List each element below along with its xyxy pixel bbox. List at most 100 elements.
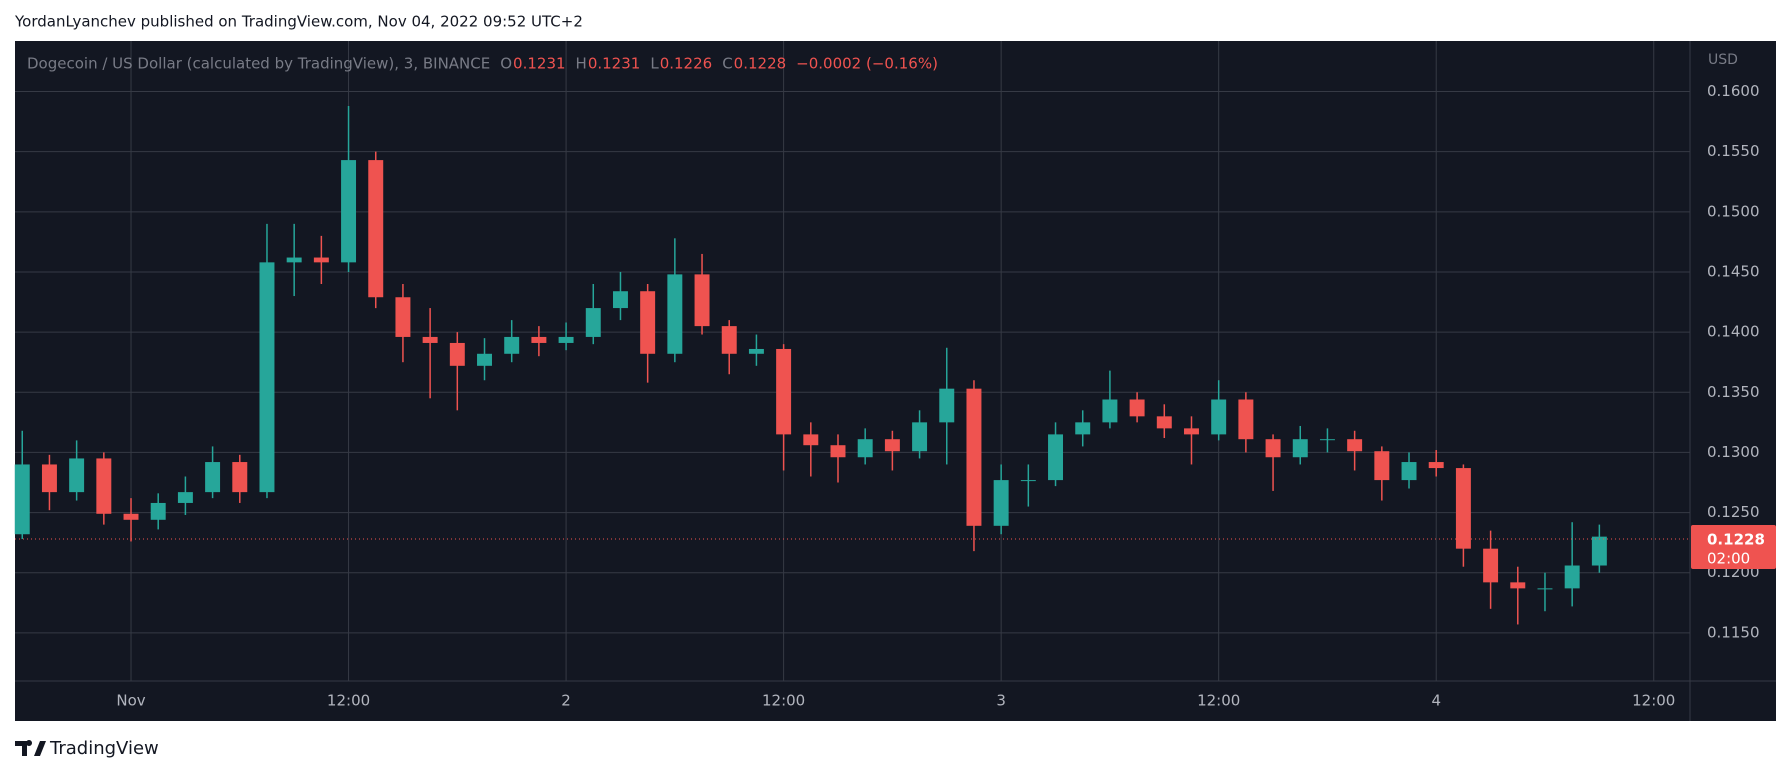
axes: 0.11500.12000.12500.13000.13500.14000.14… (116, 82, 1776, 710)
logo-icon (15, 740, 46, 756)
candle-body (96, 458, 112, 514)
candle-body (912, 422, 928, 452)
last-price-box (1691, 525, 1776, 570)
candle-body (232, 462, 248, 493)
candle-body (368, 160, 384, 298)
candle-body (1102, 399, 1118, 423)
plot (14, 105, 1690, 625)
candle-body (1184, 428, 1199, 435)
candle-body (884, 439, 900, 452)
candle-body (857, 439, 873, 458)
candle-body (1048, 434, 1064, 481)
candle-body (966, 388, 982, 526)
candle-body (612, 291, 628, 309)
candle-body (803, 434, 819, 446)
candle-body (1020, 480, 1036, 482)
candle-body (1319, 439, 1335, 441)
candle-body (748, 348, 764, 354)
y-tick-label: 0.1150 (1707, 623, 1760, 641)
legend: Dogecoin / US Dollar (calculated by Trad… (27, 55, 938, 73)
candle-body (721, 326, 737, 354)
candle-body (585, 308, 601, 337)
x-tick-label: 12:00 (1197, 692, 1240, 710)
ohlc-value: 0.1226 (660, 55, 713, 73)
x-tick-label: 12:00 (1632, 692, 1675, 710)
candle-body (14, 464, 30, 535)
y-tick-label: 0.1350 (1707, 383, 1760, 401)
candle-body (449, 342, 465, 366)
candle-body (41, 464, 57, 493)
chart-panel (15, 41, 1776, 721)
candle-body (667, 274, 683, 354)
y-tick-label: 0.1250 (1707, 503, 1760, 521)
grid (15, 41, 1690, 681)
candle-body (531, 336, 547, 343)
x-tick-label: 12:00 (762, 692, 805, 710)
candle-body (504, 336, 520, 354)
y-tick-label: 0.1600 (1707, 82, 1760, 100)
x-tick-label: 4 (1431, 692, 1441, 710)
candle-body (993, 480, 1009, 526)
tradingview-logo: TradingView (15, 738, 159, 759)
candle-body (259, 262, 275, 493)
candle-body (1156, 416, 1172, 429)
ohlc-value: 0.1231 (513, 55, 566, 73)
currency-label: USD (1708, 52, 1738, 68)
last-price-label: 0.1228 (1707, 531, 1765, 549)
candle-body (1455, 468, 1471, 549)
ohlc-key: O (500, 55, 512, 73)
candle-body (341, 160, 357, 263)
countdown-label: 02:00 (1707, 550, 1750, 568)
candle-body (640, 291, 656, 354)
candle-body (1537, 588, 1553, 590)
candle-body (1129, 399, 1145, 417)
candle-body (1075, 422, 1091, 435)
ohlc-value: 0.1228 (734, 55, 787, 73)
y-tick-label: 0.1400 (1707, 323, 1760, 341)
candle-body (558, 336, 574, 343)
candle-body (177, 492, 193, 503)
x-tick-label: 2 (561, 692, 571, 710)
x-tick-label: 12:00 (327, 692, 370, 710)
ohlc-key: L (650, 55, 659, 73)
candle-body (830, 445, 846, 458)
publish-header: YordanLyanchev published on TradingView.… (14, 13, 583, 31)
x-tick-label: Nov (116, 692, 145, 710)
candle-body (286, 257, 302, 263)
candle-body (477, 353, 492, 366)
candle-body (422, 336, 438, 343)
candle-body (1591, 536, 1607, 566)
candle-body (205, 462, 221, 493)
candle-body (939, 388, 955, 423)
logo-text: TradingView (49, 738, 159, 759)
candle-body (776, 348, 792, 435)
ohlc-key: C (722, 55, 732, 73)
candle-body (1238, 399, 1254, 440)
x-tick-label: 3 (996, 692, 1006, 710)
change-label: −0.0002 (−0.16%) (796, 55, 938, 73)
candle-body (1483, 548, 1499, 583)
candle-body (1211, 399, 1227, 435)
candle-body (694, 274, 710, 327)
y-tick-label: 0.1450 (1707, 262, 1760, 280)
ohlc-key: H (576, 55, 587, 73)
candle-body (395, 297, 411, 337)
symbol-label: Dogecoin / US Dollar (calculated by Trad… (27, 55, 490, 73)
candle-body (313, 257, 329, 263)
candle-body (1401, 462, 1417, 481)
candle-body (150, 502, 166, 520)
candle-body (69, 458, 85, 493)
candle-body (1510, 582, 1526, 589)
candle-body (1428, 462, 1444, 469)
candle-body (1292, 439, 1308, 458)
candle-body (1265, 439, 1281, 458)
y-tick-label: 0.1300 (1707, 443, 1760, 461)
ohlc-value: 0.1231 (588, 55, 641, 73)
y-tick-label: 0.1550 (1707, 142, 1760, 160)
y-tick-label: 0.1500 (1707, 202, 1760, 220)
candle-body (1374, 451, 1390, 481)
candle-body (123, 513, 139, 520)
candle-body (1347, 439, 1363, 452)
candle-body (1564, 565, 1580, 589)
